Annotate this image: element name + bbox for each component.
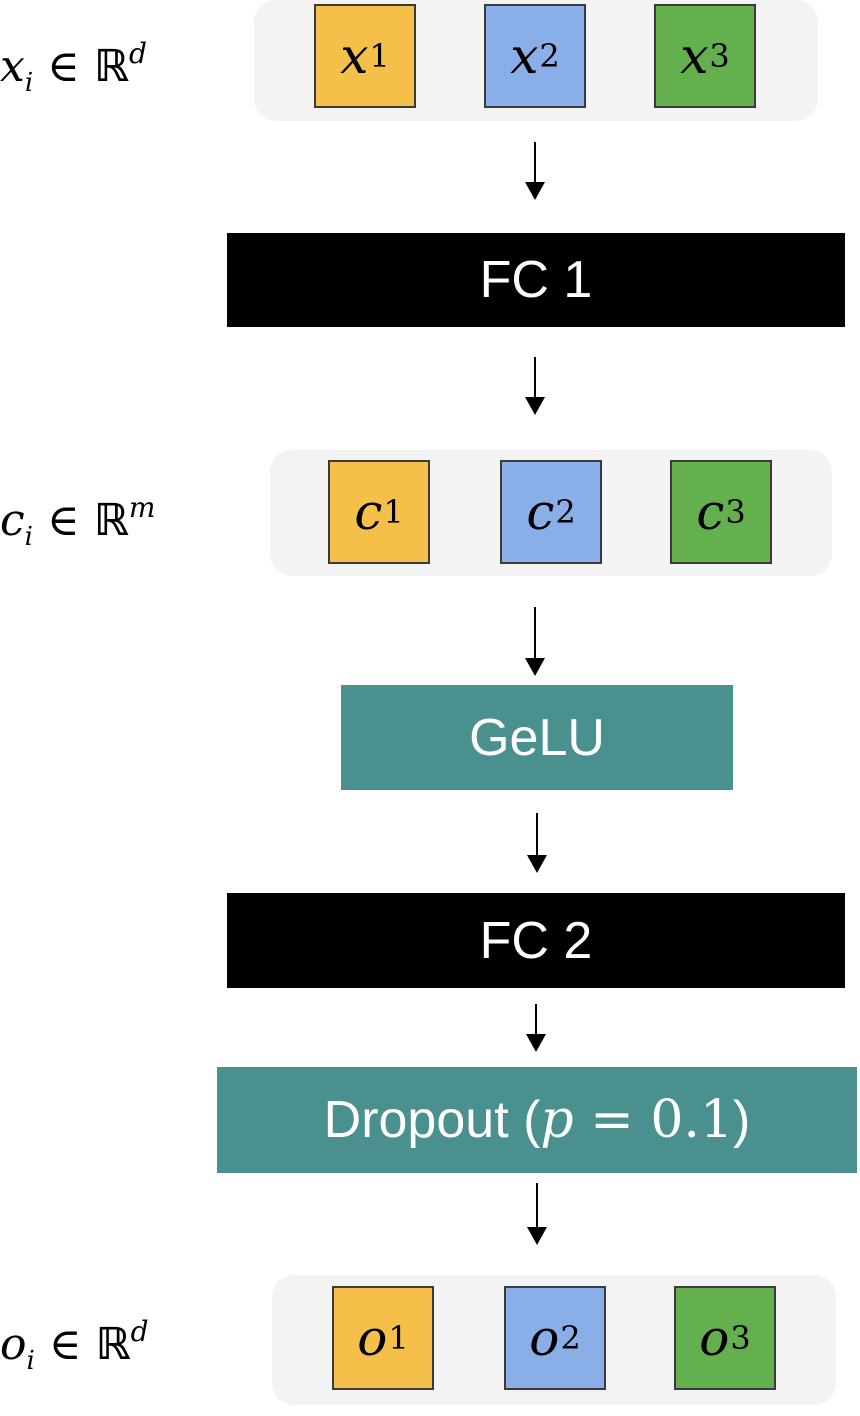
hidden-label: ci ∈ ℝm: [0, 491, 156, 552]
cell-letter: x: [510, 27, 539, 85]
cell-letter: c: [526, 483, 555, 541]
arrow-gelu-to-fc2: [527, 813, 547, 873]
cell-index: 2: [555, 493, 576, 531]
dropout-param: p: [540, 1090, 574, 1150]
arrow-fc1-to-hidden: [525, 357, 545, 415]
cell-letter: o: [357, 1309, 388, 1367]
gelu-label: GeLU: [469, 708, 605, 767]
fc1-label: FC 1: [479, 251, 593, 309]
fc1-block: FC 1: [227, 233, 845, 327]
cell-letter: c: [354, 483, 383, 541]
cell-index: 3: [709, 37, 730, 75]
real-set-symbol: ℝ: [95, 1319, 131, 1370]
cell-letter: o: [699, 1309, 730, 1367]
input-label: xi ∈ ℝd: [0, 37, 147, 98]
dropout-block: Dropout (p = 0.1): [217, 1067, 857, 1173]
cell-index: 2: [560, 1319, 581, 1357]
arrow-input-to-fc1: [525, 142, 545, 200]
output-var: o: [0, 1319, 27, 1370]
dropout-value: = 0.1: [573, 1090, 734, 1150]
dropout-close-paren: ): [733, 1091, 751, 1149]
arrow-dropout-to-output: [527, 1183, 547, 1245]
cell-index: 3: [725, 493, 746, 531]
output-dim: d: [130, 1315, 149, 1348]
real-set-symbol: ℝ: [93, 41, 129, 92]
cell-letter: x: [680, 27, 709, 85]
cell-index: 1: [383, 493, 404, 531]
element-of-symbol: ∈: [46, 495, 80, 546]
cell-index: 1: [369, 37, 390, 75]
cell-letter: o: [529, 1309, 560, 1367]
element-of-symbol: ∈: [48, 1319, 82, 1370]
hidden-var: c: [0, 495, 25, 546]
gelu-block: GeLU: [341, 685, 733, 790]
cell-index: 2: [539, 37, 560, 75]
cell-letter: x: [340, 27, 369, 85]
cell-index: 3: [730, 1319, 751, 1357]
output-sub: i: [26, 1346, 35, 1376]
arrow-fc2-to-dropout: [526, 1004, 546, 1052]
hidden-sub: i: [24, 522, 33, 552]
cell-index: 1: [388, 1319, 409, 1357]
element-of-symbol: ∈: [47, 41, 80, 92]
dropout-param-expr: p = 0.1: [540, 1090, 733, 1150]
dropout-label: Dropout (: [323, 1091, 541, 1149]
hidden-dim: m: [128, 491, 156, 524]
arrow-hidden-to-gelu: [525, 607, 545, 676]
fc2-block: FC 2: [227, 893, 845, 988]
input-var: x: [0, 41, 25, 92]
cell-letter: c: [696, 483, 725, 541]
output-label: oi ∈ ℝd: [0, 1315, 149, 1376]
fc2-label: FC 2: [479, 911, 593, 970]
real-set-symbol: ℝ: [93, 495, 129, 546]
input-dim: d: [129, 37, 147, 70]
input-sub: i: [24, 68, 34, 98]
